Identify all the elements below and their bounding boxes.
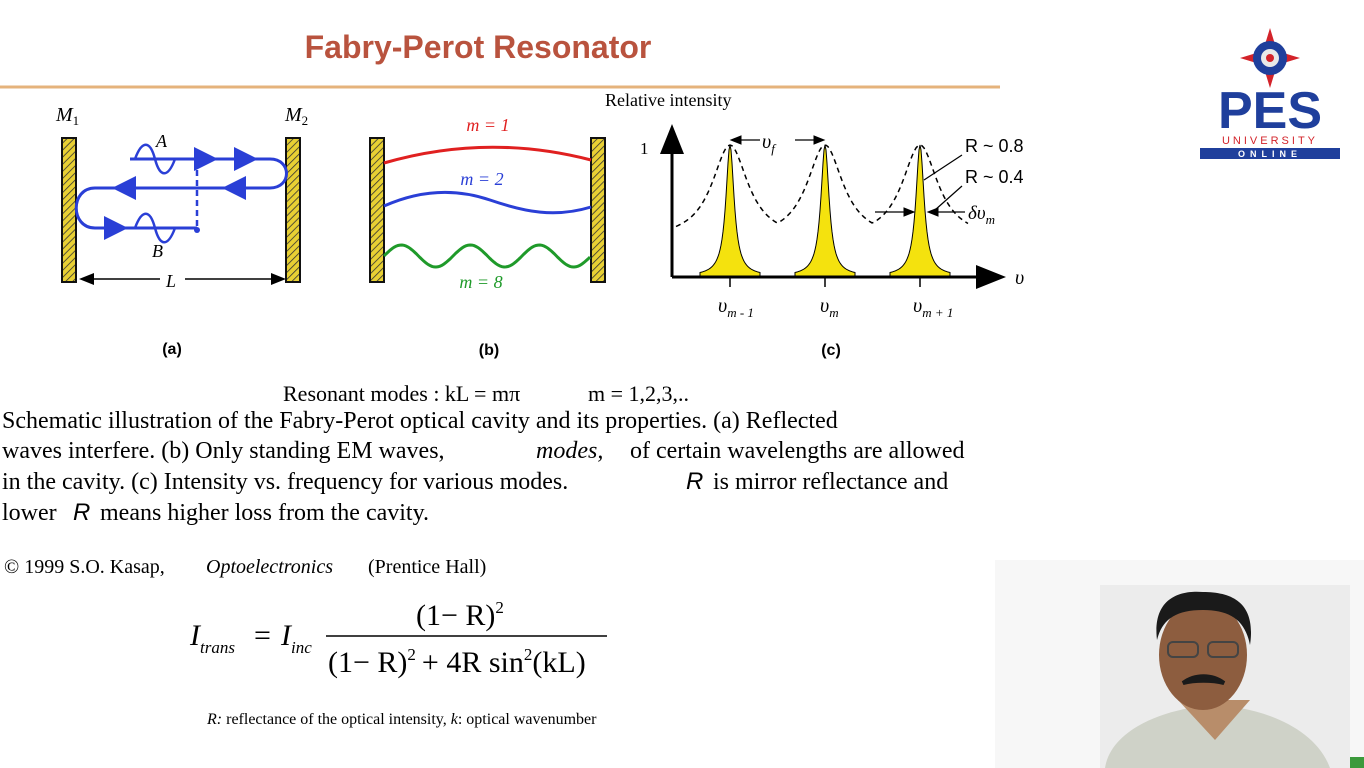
peak [794, 144, 856, 277]
text-part: reflectance of the optical intensity, [226, 711, 447, 728]
formula-equals: = [254, 619, 271, 652]
text-part: in the cavity. (c) Intensity vs. frequen… [2, 469, 568, 495]
text-part: Optoelectronics [206, 556, 333, 578]
text-part: of certain wavelengths are allowed [630, 438, 965, 464]
peak [699, 144, 761, 277]
logo-university: UNIVERSITY [1222, 135, 1318, 147]
x-axis-title: υ [1015, 267, 1024, 289]
formula-lhs: Itrans [189, 619, 235, 657]
text-part: m + 1 [922, 305, 953, 320]
text-part: υ [820, 295, 829, 317]
text-part: m [829, 305, 838, 320]
text-part: waves interfere. (b) Only standing EM wa… [2, 438, 445, 464]
mode-label: m = 1 [466, 115, 509, 135]
formula-rhs: Iinc [280, 619, 312, 657]
point-label: A [155, 131, 168, 151]
text-part: + 4R sin [422, 646, 524, 679]
text-part: 2 [495, 598, 504, 617]
peak [889, 144, 951, 277]
y-tick-label: 1 [640, 139, 649, 158]
mirror-label: M2 [284, 104, 308, 128]
text-part: © 1999 S.O. Kasap, [4, 556, 165, 578]
logo-name: PES [1218, 82, 1322, 140]
text-part: f [771, 141, 777, 156]
text-part: 1 [73, 113, 80, 128]
text-part: R [686, 468, 703, 495]
curve-label: R ~ 0.4 [965, 167, 1024, 187]
text-part: υ [913, 295, 922, 317]
text-part: modes, [536, 438, 603, 464]
figure-b: m = 1 m = 2 m = 8 (b) [369, 115, 606, 359]
text-part: M [55, 104, 74, 126]
mirror-label: M1 [55, 104, 79, 128]
text-part: k [451, 711, 459, 728]
x-tick-label: υm - 1 [718, 295, 754, 320]
text-part: δυ [968, 203, 986, 224]
curve-label: R ~ 0.8 [965, 136, 1024, 156]
axis-title: Relative intensity [605, 90, 731, 110]
text-part: m [986, 212, 995, 227]
text-part: m = 1,2,3,.. [588, 381, 689, 406]
figure-caption: (b) [479, 342, 499, 359]
spacing-label: υf [762, 131, 777, 156]
length-label: L [165, 271, 176, 291]
mode-label: m = 2 [460, 169, 503, 189]
slide-title: Fabry-Perot Resonator [305, 29, 652, 65]
text-part: (Prentice Hall) [368, 556, 486, 578]
text-part: 2 [407, 645, 416, 664]
x-tick-label: υm + 1 [913, 295, 953, 320]
text-part: υ [762, 131, 771, 153]
text-part: Resonant modes : kL = mπ [283, 381, 520, 406]
figure-caption: (c) [821, 342, 841, 359]
text-part: is mirror reflectance and [713, 469, 948, 495]
x-tick-label: υm [820, 295, 839, 320]
text-part: means higher loss from the cavity. [100, 500, 429, 526]
figure-a: M1 M2 A B L (a) [55, 104, 308, 358]
text-part: R: [206, 711, 222, 728]
presenter-video [995, 560, 1364, 768]
text-part: I [280, 619, 293, 652]
text-part: (kL) [532, 646, 585, 679]
description-line: in the cavity. (c) Intensity vs. frequen… [2, 468, 948, 495]
text-part: (1− R) [328, 646, 407, 679]
text-part: I [189, 619, 202, 652]
figure-c: Relative intensity 1 υf R ~ 0.8 R ~ 0.4 … [605, 90, 1024, 359]
point-label: B [152, 241, 163, 261]
text-part: 2 [524, 645, 533, 664]
text-part: Schematic illustration of the Fabry-Pero… [2, 408, 838, 434]
text-part: R [73, 499, 90, 526]
logo-online: ONLINE [1238, 149, 1302, 159]
citation: © 1999 S.O. Kasap, Optoelectronics (Prenti… [4, 556, 486, 578]
description: Schematic illustration of the Fabry-Pero… [2, 408, 965, 526]
resonance-condition: Resonant modes : kL = mπ m = 1,2,3,.. [283, 381, 689, 406]
text-part: lower [2, 500, 57, 526]
description-line: waves interfere. (b) Only standing EM wa… [2, 438, 965, 464]
width-label: δυm [968, 203, 995, 227]
text-part: inc [291, 638, 312, 657]
text-part: M [284, 104, 303, 126]
logo: PES UNIVERSITY ONLINE [1200, 28, 1340, 159]
formula: Itrans = Iinc (1− R)2 (1− R)2 + 4R sin2(k… [189, 598, 607, 679]
text-part: 2 [302, 113, 309, 128]
text-part: υ [718, 295, 727, 317]
text-part: (1− R) [416, 599, 495, 632]
formula-numerator: (1− R)2 [416, 598, 504, 632]
description-line: Schematic illustration of the Fabry-Pero… [2, 408, 838, 434]
formula-denominator: (1− R)2 + 4R sin2(kL) [328, 645, 586, 679]
text-part: : optical wavenumber [458, 711, 597, 728]
mode-label: m = 8 [459, 272, 502, 292]
figure-caption: (a) [162, 341, 182, 358]
text-part: trans [200, 638, 235, 657]
footnote: R: reflectance of the optical intensity,… [206, 711, 597, 728]
text-part: m - 1 [727, 305, 754, 320]
